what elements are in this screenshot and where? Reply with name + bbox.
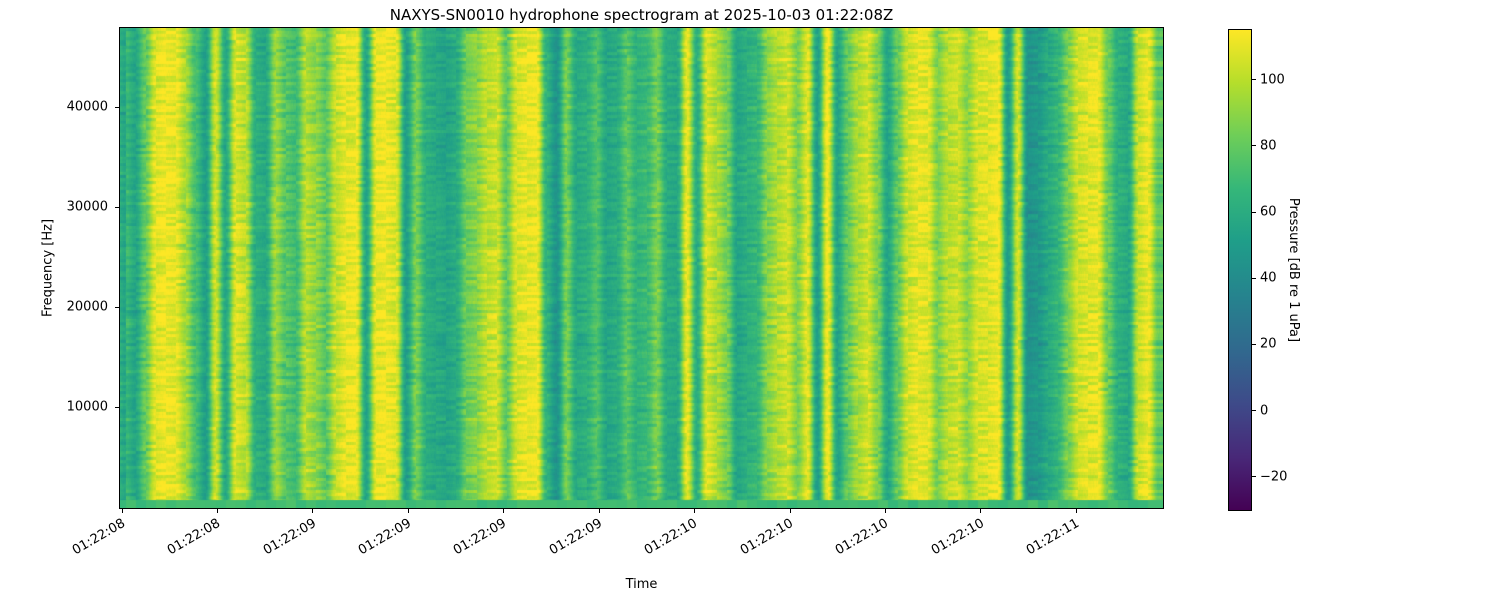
x-tick-label: 01:22:09 [451,516,510,559]
x-tick-mark [789,509,791,513]
x-tick-label: 01:22:09 [355,516,414,559]
x-tick-label: 01:22:10 [737,516,796,559]
x-tick-mark [503,509,505,513]
y-axis-label: Frequency [Hz] [40,218,56,318]
colorbar-tick-label: 80 [1260,138,1277,154]
x-axis-ticks: 01:22:08 01:22:08 01:22:09 01:22:09 01:22:09… [70,509,1163,579]
y-axis-ticks: 10000 20000 30000 40000 [0,27,120,507]
colorbar-tick-mark [1252,277,1256,279]
x-tick-mark [407,509,409,513]
y-tick-mark [115,106,119,108]
colorbar-tick-mark [1252,145,1256,147]
x-tick-mark [121,509,123,513]
x-tick-mark [1075,509,1077,513]
colorbar-tick-label: 100 [1260,72,1285,88]
colorbar-tick-label: 40 [1260,270,1277,286]
x-tick-label: 01:22:08 [69,516,128,559]
colorbar-tick-mark [1252,410,1256,412]
x-tick-label: 01:22:09 [260,516,319,559]
colorbar-tick-mark [1252,476,1256,478]
y-tick-label: 20000 [66,299,108,315]
x-tick-mark [598,509,600,513]
colorbar-gradient [1229,30,1251,510]
colorbar [1228,29,1252,511]
y-tick-mark [115,406,119,408]
x-tick-mark [885,509,887,513]
x-axis-label: Time [625,577,658,592]
x-tick-label: 01:22:08 [164,516,224,559]
y-tick-label: 40000 [66,99,108,115]
x-tick-mark [312,509,314,513]
x-tick-mark [217,509,219,513]
y-tick-label: 10000 [66,399,108,415]
colorbar-tick-label: 60 [1260,204,1277,220]
y-tick-mark [115,206,119,208]
x-tick-label: 01:22:11 [1023,516,1082,559]
x-tick-label: 01:22:10 [928,516,987,559]
spectrogram-heatmap [120,28,1163,508]
colorbar-tick-label: 20 [1260,336,1277,352]
colorbar-tick-mark [1252,211,1256,213]
chart-title: NAXYS-SN0010 hydrophone spectrogram at 2… [389,6,894,24]
colorbar-tick-label: −20 [1260,469,1288,485]
x-tick-mark [980,509,982,513]
y-tick-label: 30000 [66,199,108,215]
colorbar-tick-mark [1252,79,1256,81]
y-tick-mark [115,306,119,308]
plot-area [119,27,1164,509]
colorbar-tick-mark [1252,343,1256,345]
x-tick-label: 01:22:09 [546,516,605,559]
x-tick-mark [694,509,696,513]
x-tick-label: 01:22:10 [832,516,892,559]
colorbar-ticks: −20 0 20 40 60 80 100 [1252,30,1312,510]
x-tick-label: 01:22:10 [642,516,701,559]
colorbar-label: Pressure [dB re 1 uPa] [1286,197,1301,343]
colorbar-tick-label: 0 [1260,403,1269,419]
